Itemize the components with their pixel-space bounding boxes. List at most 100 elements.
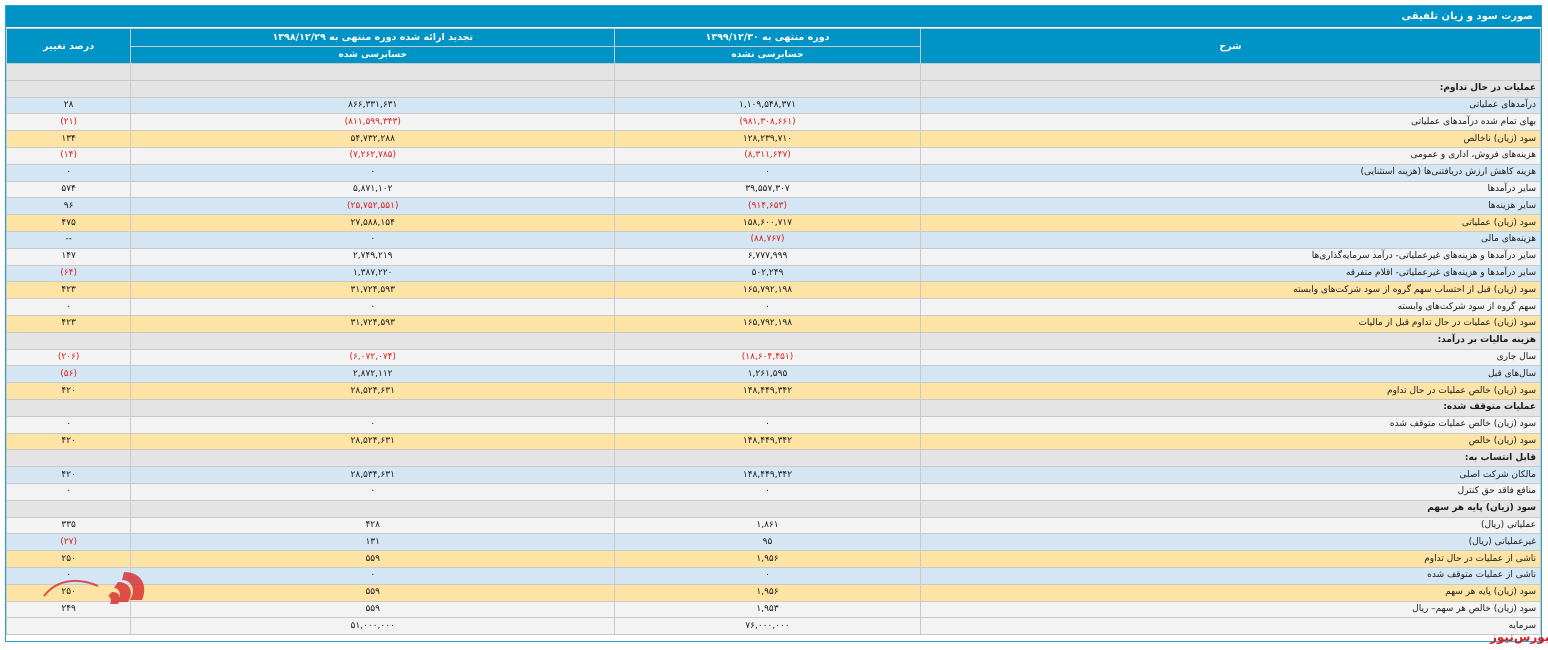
- table-row: سایر درآمدها و هزینه‌های غیرعملیاتی- درآ…: [5, 247, 1542, 266]
- cell-current-period: ۰: [614, 482, 921, 501]
- cell-current-period: ۳۹,۵۵۷,۳۰۷: [614, 180, 921, 199]
- row-description: هزینه‌های مالی: [919, 230, 1542, 249]
- cell-current-period: ۱۴۸,۴۴۹,۳۴۲: [614, 432, 921, 451]
- cell-current-period: ۱۵۸,۶۰۰,۷۱۷: [614, 214, 921, 232]
- table-row: سال جاری (۱۸,۶۰۴,۴۵۱) (۶,۰۷۲,۰۷۴) (۲۰۶): [5, 348, 1542, 367]
- cell-current-period: ۰: [614, 163, 921, 182]
- table-row: سال‌های قبل ۱,۲۶۱,۵۹۵ ۲,۸۷۲,۱۱۲ (۵۶): [5, 365, 1542, 384]
- cell-change-percent: ۰: [5, 566, 132, 585]
- cell-current-period: ۷۶,۰۰۰,۰۰۰: [614, 617, 921, 636]
- cell-change-percent: ۴۷۵: [5, 214, 132, 232]
- row-description: عملیات در حال تداوم:: [919, 79, 1542, 98]
- cell-current-period: (۸,۳۱۱,۶۴۷): [614, 146, 921, 165]
- row-description: عملیاتی (ریال): [919, 516, 1542, 535]
- cell-prior-period: ۲,۷۴۹,۲۱۹: [130, 247, 616, 266]
- table-row: بهای تمام شده درآمدهای عملیاتی (۹۸۱,۳۰۸,۶…: [5, 113, 1542, 132]
- cell-prior-period: ۳۱,۷۲۴,۵۹۳: [130, 281, 616, 300]
- cell-prior-period: ۵۵۹: [130, 550, 616, 568]
- table-row: سهم گروه از سود شرکت‌های وابسته ۰ ۰ ۰: [5, 298, 1542, 316]
- cell-current-period: ۱۴۸,۴۴۹,۳۴۲: [614, 382, 921, 400]
- table-row: هزینه‌های فروش، اداری و عمومی (۸,۳۱۱,۶۴۷)…: [5, 146, 1542, 165]
- table-row: سایر درآمدها و هزینه‌های غیرعملیاتی- اقل…: [5, 264, 1542, 283]
- cell-current-period: ۱,۹۵۳: [614, 600, 921, 619]
- cell-prior-period: [130, 331, 616, 350]
- cell-change-percent: [5, 617, 132, 636]
- table-row: منافع فاقد حق کنترل ۰ ۰ ۰: [5, 482, 1542, 501]
- cell-prior-period: ۰: [130, 566, 616, 585]
- cell-prior-period: [130, 63, 616, 81]
- section-row: [5, 63, 1542, 81]
- cell-prior-period: ۱,۳۸۷,۲۲۰: [130, 264, 616, 283]
- cell-current-period: ۹۵: [614, 533, 921, 552]
- cell-current-period: (۸۸,۷۶۷): [614, 230, 921, 249]
- cell-change-percent: ۱۳۴: [5, 130, 132, 148]
- cell-change-percent: (۶۴): [5, 264, 132, 283]
- row-description: سود (زیان) عملیات در حال تداوم قبل از ما…: [919, 314, 1542, 333]
- cell-change-percent: [5, 499, 132, 518]
- cell-change-percent: ۲۵۰: [5, 583, 132, 602]
- row-description: سود (زیان) عملیاتی: [919, 214, 1542, 232]
- cell-prior-period: ۸۶۶,۳۳۱,۶۳۱: [130, 96, 616, 115]
- cell-prior-period: ۲۸,۵۲۴,۶۳۱: [130, 432, 616, 451]
- cell-prior-period: ۲,۸۷۲,۱۱۲: [130, 365, 616, 384]
- income-statement-table: شرح دوره منتهی به ۱۳۹۹/۱۲/۳۰ تجدید ارائه…: [5, 28, 1542, 636]
- cell-change-percent: ۱۴۷: [5, 247, 132, 266]
- header-change-percent: درصد تغییر: [5, 28, 132, 64]
- income-statement-panel: صورت سود و زیان تلفیقی شرح دوره منتهی به…: [5, 5, 1542, 642]
- table-row: سود (زیان) قبل از احتساب سهم گروه از سود…: [5, 281, 1542, 300]
- cell-prior-period: ۴۲۸: [130, 516, 616, 535]
- row-description: ناشی از عملیات در حال تداوم: [919, 550, 1542, 568]
- cell-prior-period: (۲۵,۷۵۲,۵۵۱): [130, 197, 616, 216]
- row-description: بهای تمام شده درآمدهای عملیاتی: [919, 113, 1542, 132]
- table-row: غیرعملیاتی (ریال) ۹۵ ۱۳۱ (۲۷): [5, 533, 1542, 552]
- section-row: قابل انتساب به:: [5, 449, 1542, 468]
- row-description: سایر هزینه‌ها: [919, 197, 1542, 216]
- row-description: سود (زیان) پایه هر سهم: [919, 583, 1542, 602]
- table-row: سود (زیان) خالص ۱۴۸,۴۴۹,۳۴۲ ۲۸,۵۲۴,۶۳۱ ۴۲۰: [5, 432, 1542, 451]
- cell-change-percent: --: [5, 230, 132, 249]
- cell-current-period: ۱,۲۶۱,۵۹۵: [614, 365, 921, 384]
- cell-change-percent: ۴۲۰: [5, 466, 132, 484]
- table-row: ناشی از عملیات در حال تداوم ۱,۹۵۶ ۵۵۹ ۲۵۰: [5, 550, 1542, 568]
- cell-change-percent: ۴۲۰: [5, 432, 132, 451]
- cell-change-percent: ۹۶: [5, 197, 132, 216]
- section-row: سود (زیان) پایه هر سهم: [5, 499, 1542, 518]
- cell-current-period: (۱۸,۶۰۴,۴۵۱): [614, 348, 921, 367]
- table-row: مالکان شرکت اصلی ۱۴۸,۴۴۹,۳۴۲ ۲۸,۵۳۴,۶۳۱ ۴۲۰: [5, 466, 1542, 484]
- cell-change-percent: ۰: [5, 482, 132, 501]
- brand-watermark: بورس‌نیوز: [1490, 630, 1548, 644]
- cell-current-period: [614, 499, 921, 518]
- table-row: سایر هزینه‌ها (۹۱۴,۶۵۳) (۲۵,۷۵۲,۵۵۱) ۹۶: [5, 197, 1542, 216]
- row-description: سایر درآمدها: [919, 180, 1542, 199]
- row-description: سایر درآمدها و هزینه‌های غیرعملیاتی- درآ…: [919, 247, 1542, 266]
- cell-change-percent: [5, 79, 132, 98]
- cell-change-percent: ۴۲۳: [5, 281, 132, 300]
- cell-change-percent: ۰: [5, 163, 132, 182]
- cell-current-period: ۱۴۸,۴۴۹,۳۴۲: [614, 466, 921, 484]
- row-description: هزینه کاهش ارزش دریافتنی‌ها (هزینه استثن…: [919, 163, 1542, 182]
- cell-prior-period: ۳۱,۷۲۴,۵۹۳: [130, 314, 616, 333]
- row-description: سال‌های قبل: [919, 365, 1542, 384]
- row-description: سال جاری: [919, 348, 1542, 367]
- table-row: سود (زیان) پایه هر سهم ۱,۹۵۶ ۵۵۹ ۲۵۰: [5, 583, 1542, 602]
- cell-prior-period: [130, 398, 616, 417]
- table-row: سود (زیان) خالص عملیات در حال تداوم ۱۴۸,۴…: [5, 382, 1542, 400]
- cell-change-percent: [5, 331, 132, 350]
- cell-current-period: ۱۲۸,۲۳۹,۷۱۰: [614, 130, 921, 148]
- cell-current-period: ۱,۸۶۱: [614, 516, 921, 535]
- row-description: سود (زیان) پایه هر سهم: [919, 499, 1542, 518]
- header-description: شرح: [919, 28, 1542, 64]
- table-row: عملیاتی (ریال) ۱,۸۶۱ ۴۲۸ ۳۳۵: [5, 516, 1542, 535]
- row-description: سهم گروه از سود شرکت‌های وابسته: [919, 298, 1542, 316]
- table-row: درآمدهای عملیاتی ۱,۱۰۹,۵۴۸,۳۷۱ ۸۶۶,۳۳۱,۶۳۱…: [5, 96, 1542, 115]
- cell-prior-period: ۰: [130, 230, 616, 249]
- row-description: [919, 63, 1542, 81]
- cell-change-percent: ۲۸: [5, 96, 132, 115]
- cell-prior-period: ۵,۸۷۱,۱۰۲: [130, 180, 616, 199]
- table-row: سرمایه ۷۶,۰۰۰,۰۰۰ ۵۱,۰۰۰,۰۰۰: [5, 617, 1542, 636]
- cell-prior-period: ۰: [130, 415, 616, 434]
- header-prior-audit-status: حسابرسی شده: [130, 46, 616, 64]
- cell-current-period: ۰: [614, 298, 921, 316]
- cell-prior-period: ۵۵۹: [130, 583, 616, 602]
- cell-prior-period: [130, 449, 616, 468]
